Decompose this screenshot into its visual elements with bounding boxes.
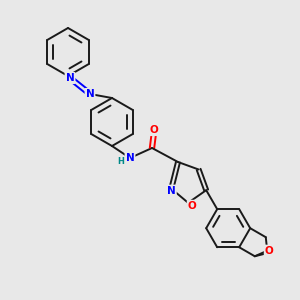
Text: N: N bbox=[167, 186, 176, 196]
Text: O: O bbox=[150, 125, 158, 135]
Text: N: N bbox=[126, 153, 134, 163]
Text: H: H bbox=[118, 158, 124, 166]
Text: O: O bbox=[188, 201, 197, 211]
Text: N: N bbox=[66, 73, 74, 83]
Text: N: N bbox=[85, 89, 94, 99]
Text: O: O bbox=[265, 246, 274, 256]
